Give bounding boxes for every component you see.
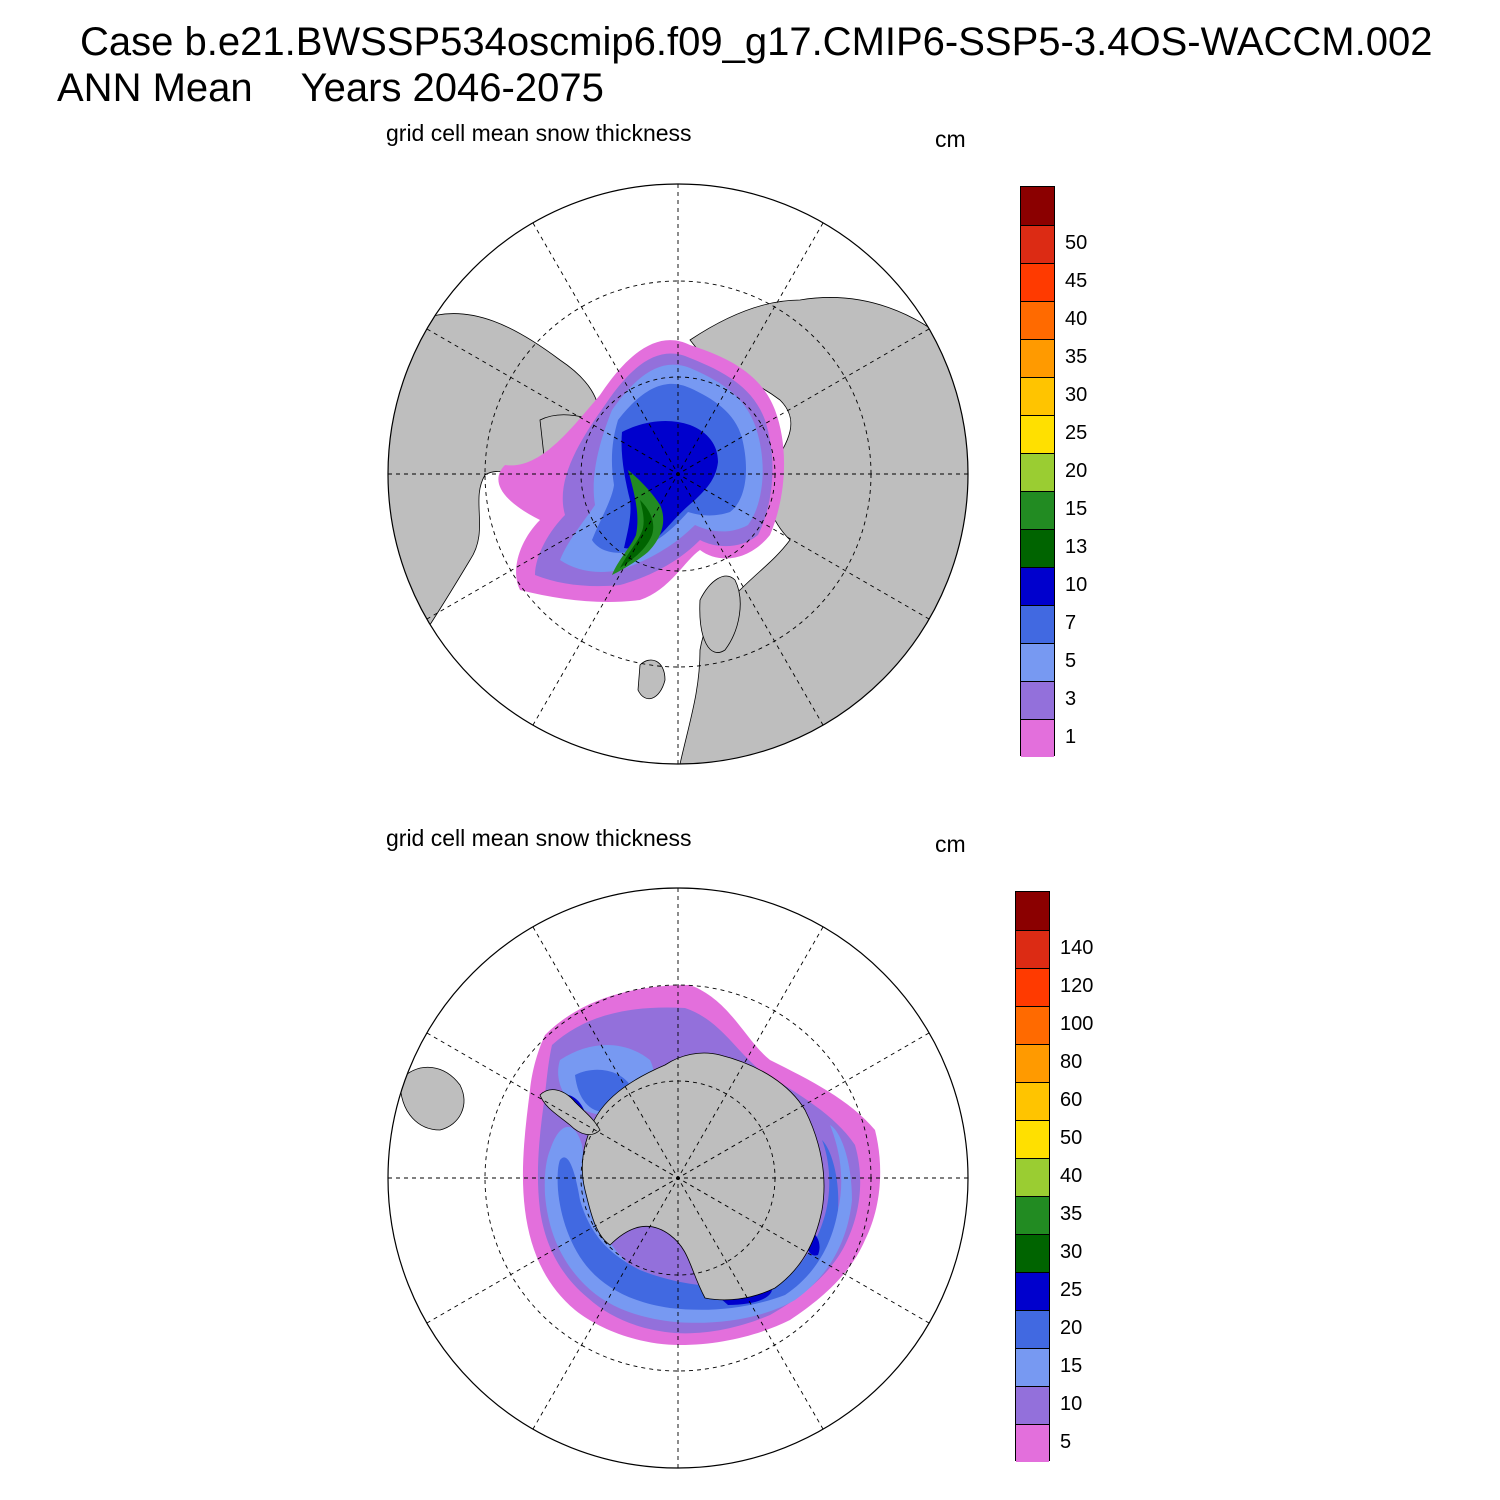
- north-colorbar-label: 25: [1065, 422, 1088, 444]
- north-colorbar-swatch: [1021, 529, 1054, 567]
- south-colorbar-swatch: [1016, 930, 1049, 968]
- south-colorbar-box: [1015, 891, 1050, 1462]
- arctic-snow-field-10cm-edge: [620, 500, 654, 568]
- north-colorbar-label: 40: [1065, 308, 1088, 330]
- antarctic-snow-field-20cm: [557, 1069, 839, 1310]
- south-colorbar-label: 30: [1060, 1241, 1083, 1263]
- north-colorbar-label: 7: [1065, 612, 1077, 634]
- years-label: Years 2046-2075: [300, 66, 604, 110]
- north-colorbar-swatch: [1021, 643, 1054, 681]
- season-label: ANN Mean: [57, 66, 253, 110]
- south-colorbar-label: 25: [1060, 1279, 1083, 1301]
- north-colorbar-swatch: [1021, 263, 1054, 301]
- south-colorbar-label: 5: [1060, 1431, 1072, 1453]
- south-colorbar-swatch: [1016, 1310, 1049, 1348]
- antarctic-peninsula-land: [539, 1089, 601, 1135]
- arctic-map: [388, 184, 968, 764]
- south-colorbar-label: 15: [1060, 1355, 1083, 1377]
- south-colorbar-label: 20: [1060, 1317, 1083, 1339]
- north-colorbar-label: 30: [1065, 384, 1088, 406]
- antarctic-map-border: [387, 887, 969, 1469]
- north-colorbar-label: 10: [1065, 574, 1088, 596]
- north-colorbar-swatch: [1021, 605, 1054, 643]
- south-panel-title: grid cell mean snow thickness: [386, 825, 692, 851]
- south-units-label: cm: [935, 831, 966, 857]
- north-colorbar-swatch: [1021, 377, 1054, 415]
- north-colorbar-label: 5: [1065, 650, 1077, 672]
- north-colorbar-swatch: [1021, 719, 1054, 757]
- south-colorbar-label: 80: [1060, 1051, 1083, 1073]
- antarctic-map: [388, 888, 968, 1468]
- north-colorbar-swatch: [1021, 187, 1054, 225]
- south-colorbar-swatch: [1016, 1386, 1049, 1424]
- north-colorbar-label: 50: [1065, 232, 1088, 254]
- north-colorbar-swatch: [1021, 225, 1054, 263]
- south-colorbar-swatch: [1016, 1044, 1049, 1082]
- case-title: Case b.e21.BWSSP534oscmip6.f09_g17.CMIP6…: [80, 20, 1433, 64]
- south-colorbar-swatch: [1016, 892, 1049, 930]
- south-colorbar-label: 40: [1060, 1165, 1083, 1187]
- south-colorbar-label: 60: [1060, 1089, 1083, 1111]
- antarctica-land: [581, 1052, 825, 1301]
- period-title: ANN Mean Years 2046-2075: [57, 68, 604, 108]
- north-colorbar-label: 13: [1065, 536, 1088, 558]
- south-colorbar-swatch: [1016, 1348, 1049, 1386]
- north-colorbar-swatch: [1021, 453, 1054, 491]
- arctic-map-border: [387, 183, 969, 765]
- north-colorbar-swatch: [1021, 491, 1054, 529]
- north-colorbar-box: [1020, 186, 1055, 757]
- south-colorbar-label: 100: [1060, 1013, 1094, 1035]
- south-colorbar-label: 140: [1060, 937, 1094, 959]
- north-colorbar-swatch: [1021, 415, 1054, 453]
- north-colorbar-label: 35: [1065, 346, 1088, 368]
- north-colorbar-label: 45: [1065, 270, 1088, 292]
- south-colorbar-label: 120: [1060, 975, 1094, 997]
- north-colorbar-label: 3: [1065, 688, 1077, 710]
- north-colorbar-swatch: [1021, 567, 1054, 605]
- north-units-label: cm: [935, 126, 966, 152]
- antarctic-snow-field-15cm: [544, 1045, 852, 1323]
- south-colorbar-swatch: [1016, 1424, 1049, 1462]
- south-colorbar-swatch: [1016, 1006, 1049, 1044]
- north-colorbar-label: 1: [1065, 726, 1077, 748]
- south-colorbar-swatch: [1016, 1120, 1049, 1158]
- south-colorbar-swatch: [1016, 1272, 1049, 1310]
- british-isles-land: [637, 659, 666, 700]
- south-colorbar-swatch: [1016, 1196, 1049, 1234]
- scandinavia-land: [699, 575, 741, 653]
- south-colorbar-label: 50: [1060, 1127, 1083, 1149]
- south-colorbar-label: 35: [1060, 1203, 1083, 1225]
- south-colorbar-swatch: [1016, 1082, 1049, 1120]
- south-colorbar-swatch: [1016, 1158, 1049, 1196]
- north-colorbar-swatch: [1021, 301, 1054, 339]
- north-colorbar-label: 20: [1065, 460, 1088, 482]
- north-colorbar-swatch: [1021, 339, 1054, 377]
- arctic-snow-field-13cm: [612, 470, 664, 575]
- south-colorbar-label: 10: [1060, 1393, 1083, 1415]
- north-colorbar-label: 15: [1065, 498, 1088, 520]
- north-panel-title: grid cell mean snow thickness: [386, 120, 692, 146]
- south-colorbar-swatch: [1016, 968, 1049, 1006]
- south-america-land: [399, 1066, 465, 1131]
- north-colorbar-swatch: [1021, 681, 1054, 719]
- south-colorbar-swatch: [1016, 1234, 1049, 1272]
